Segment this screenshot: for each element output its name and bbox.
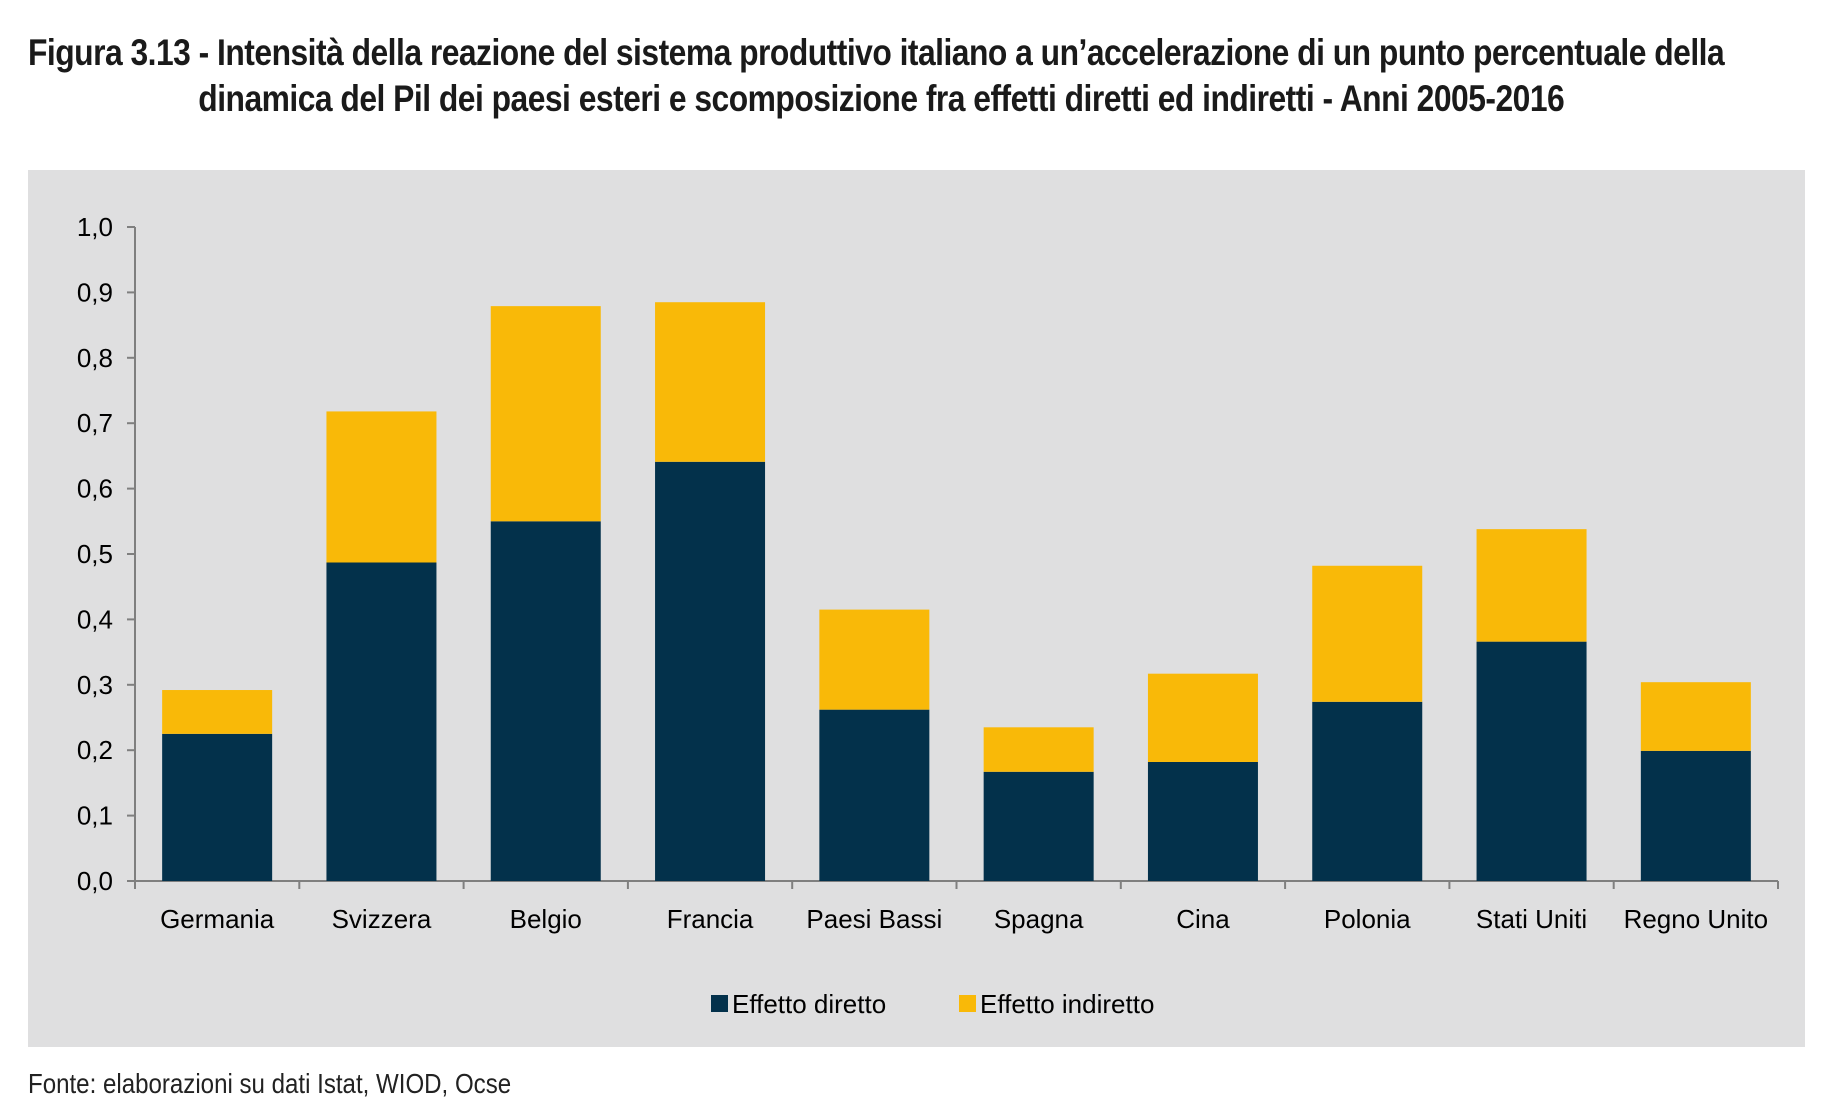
y-tick-label: 0,3 <box>77 670 113 700</box>
y-tick-label: 0,9 <box>77 277 113 307</box>
x-category-label: Polonia <box>1324 904 1411 934</box>
x-category-label: Regno Unito <box>1624 904 1769 934</box>
x-category-label: Cina <box>1176 904 1230 934</box>
bar-effetto-diretto <box>1476 641 1587 881</box>
source-note: Fonte: elaborazioni su dati Istat, WIOD,… <box>28 1068 512 1099</box>
plot-panel: 0,0 0,1 0,2 0,3 0,4 0,5 0,6 0,7 0,8 0,9 1,0 Germani… <box>28 170 1805 1047</box>
x-category-label: Germania <box>160 904 275 934</box>
bar-effetto-diretto <box>162 733 273 881</box>
x-category-label: Francia <box>667 904 754 934</box>
y-tick-label: 1,0 <box>77 212 113 242</box>
legend-swatch-diretto <box>711 995 728 1012</box>
y-tick-label: 0,7 <box>77 408 113 438</box>
y-tick-label: 0,5 <box>77 539 113 569</box>
bar-effetto-indiretto <box>1312 565 1423 702</box>
y-tick-label: 0,6 <box>77 474 113 504</box>
y-tick-label: 0,8 <box>77 343 113 373</box>
chart-title-line-2: dinamica del Pil dei paesi esteri e scom… <box>198 78 1565 119</box>
bar-effetto-indiretto <box>162 690 273 734</box>
y-tick-label: 0,4 <box>77 604 113 634</box>
x-category-label: Paesi Bassi <box>806 904 942 934</box>
x-category-label: Spagna <box>994 904 1084 934</box>
bar-effetto-diretto <box>983 771 1094 881</box>
bar-effetto-diretto <box>1640 750 1751 881</box>
bar-effetto-indiretto <box>1640 682 1751 751</box>
chart-title: Figura 3.13 - Intensità della reazione d… <box>28 30 1725 122</box>
bar-effetto-indiretto <box>326 411 437 563</box>
x-category-label: Belgio <box>510 904 582 934</box>
bar-effetto-indiretto <box>490 306 601 522</box>
x-category-label: Stati Uniti <box>1476 904 1587 934</box>
bar-effetto-indiretto <box>1147 673 1258 762</box>
legend-label-diretto: Effetto diretto <box>732 989 886 1019</box>
stacked-bar-chart: 0,0 0,1 0,2 0,3 0,4 0,5 0,6 0,7 0,8 0,9 1,0 Germani… <box>77 212 1779 1019</box>
bar-effetto-indiretto <box>1476 529 1587 642</box>
legend-swatch-indiretto <box>959 995 976 1012</box>
x-category-label: Svizzera <box>332 904 432 934</box>
bar-effetto-indiretto <box>983 727 1094 772</box>
y-tick-label: 0,0 <box>77 866 113 896</box>
bar-effetto-diretto <box>326 562 437 881</box>
bar-effetto-diretto <box>819 709 930 881</box>
bar-effetto-diretto <box>1147 761 1258 881</box>
bar-effetto-indiretto <box>819 609 930 710</box>
y-tick-label: 0,1 <box>77 801 113 831</box>
bar-effetto-diretto <box>490 521 601 881</box>
legend-label-indiretto: Effetto indiretto <box>980 989 1154 1019</box>
chart-title-line-1: Figura 3.13 - Intensità della reazione d… <box>28 32 1725 73</box>
bar-effetto-diretto <box>655 461 766 881</box>
bar-effetto-indiretto <box>655 302 766 462</box>
y-tick-label: 0,2 <box>77 735 113 765</box>
bar-effetto-diretto <box>1312 701 1423 881</box>
